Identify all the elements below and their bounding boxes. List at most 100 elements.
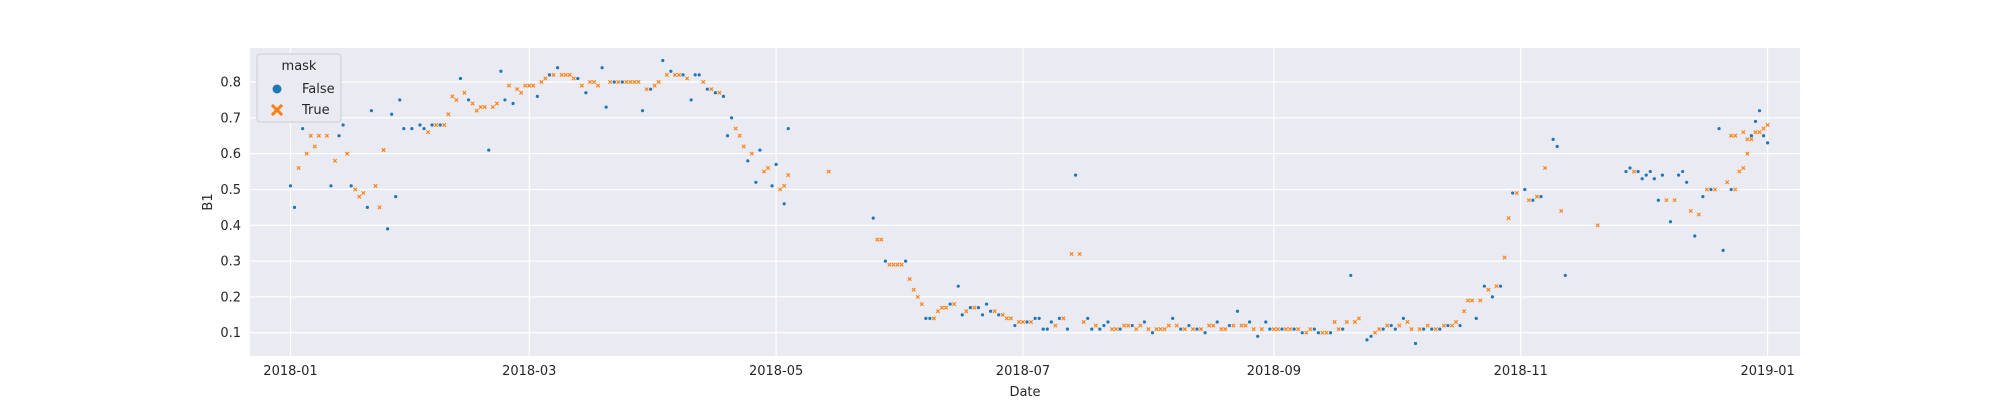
data-point-true	[1259, 327, 1264, 332]
data-point-true	[1765, 122, 1770, 128]
data-point-true	[1631, 169, 1637, 174]
data-point-false	[288, 184, 293, 188]
data-point-true	[1020, 319, 1026, 325]
data-point-true	[450, 94, 455, 99]
data-point-false	[1381, 327, 1385, 331]
data-point-true	[1146, 327, 1151, 332]
y-tick-label: 0.5	[220, 183, 241, 198]
data-point-false	[487, 148, 491, 152]
legend: mask False True	[256, 53, 342, 123]
data-point-false	[1757, 109, 1762, 113]
data-point-false	[1749, 134, 1754, 138]
data-point-true	[943, 305, 949, 310]
data-point-true	[972, 305, 977, 310]
data-point-true	[312, 144, 317, 149]
data-point-true	[1441, 323, 1446, 328]
data-point-true	[1397, 323, 1402, 328]
data-point-true	[1486, 287, 1491, 292]
data-point-false	[499, 69, 503, 73]
data-point-false	[774, 162, 778, 166]
data-point-true	[559, 72, 564, 77]
data-point-false	[1033, 316, 1037, 320]
data-point-false	[600, 66, 604, 70]
data-point-true	[895, 262, 900, 267]
data-point-true	[1093, 323, 1098, 328]
data-point-false	[713, 91, 718, 95]
data-point-false	[1430, 327, 1434, 331]
data-point-true	[1733, 187, 1738, 192]
data-point-true	[1182, 327, 1187, 332]
legend-label-false: False	[302, 82, 335, 97]
y-tick-label: 0.3	[220, 255, 241, 270]
data-point-true	[482, 105, 487, 110]
data-point-false	[1227, 323, 1231, 328]
data-point-true	[628, 79, 633, 85]
data-point-true	[1741, 130, 1746, 135]
data-point-true	[624, 79, 629, 85]
data-point-true	[1514, 190, 1519, 196]
data-point-true	[1016, 319, 1022, 325]
data-point-true	[1324, 330, 1329, 335]
y-tick-label: 0.4	[220, 219, 241, 234]
data-point-false	[1656, 198, 1660, 202]
data-point-false	[1753, 119, 1758, 124]
data-point-true	[308, 133, 313, 138]
data-point-true	[1405, 319, 1410, 325]
data-point-true	[357, 194, 362, 199]
data-point-true	[1243, 323, 1248, 328]
data-point-true	[1425, 323, 1430, 328]
data-point-true	[1061, 316, 1066, 321]
data-point-true	[579, 83, 584, 88]
data-point-true	[523, 83, 528, 88]
x-tick-label: 2018-09	[1247, 364, 1301, 379]
x-tick-labels: 2018-01 2018-03 2018-05 2018-07 2018-09 2018-…	[263, 364, 1794, 379]
data-point-false	[705, 87, 709, 91]
data-point-true	[1712, 187, 1718, 192]
data-point-true	[1377, 327, 1382, 332]
data-point-true	[899, 262, 904, 267]
data-point-false	[349, 184, 353, 188]
data-point-true	[1069, 251, 1074, 257]
data-point-false	[329, 184, 333, 188]
data-point-false	[980, 313, 985, 317]
data-point-false	[746, 159, 750, 163]
data-point-true	[531, 83, 536, 88]
y-tick-label: 0.7	[220, 111, 241, 126]
data-point-false	[1090, 327, 1094, 331]
data-point-false	[394, 195, 398, 199]
data-point-false	[1098, 327, 1102, 331]
data-point-true	[1320, 330, 1325, 335]
data-point-false	[398, 98, 402, 102]
data-point-false	[960, 313, 964, 317]
data-point-false	[1563, 273, 1567, 278]
data-point-false	[968, 306, 972, 310]
data-point-false	[402, 126, 406, 131]
data-point-true	[684, 76, 690, 81]
data-point-true	[1352, 319, 1357, 325]
data-point-false	[1365, 338, 1369, 342]
data-point-false	[661, 58, 665, 63]
data-point-false	[871, 216, 875, 220]
data-point-true	[304, 151, 309, 156]
data-point-true	[591, 79, 597, 85]
grid-lines	[250, 48, 1800, 356]
data-point-true	[1704, 187, 1710, 192]
data-point-true	[1672, 198, 1677, 203]
data-point-true	[434, 122, 439, 128]
data-point-true	[1506, 216, 1511, 221]
x-axis-title: Date	[1009, 385, 1040, 400]
data-point-false	[689, 98, 693, 102]
data-point-true	[935, 309, 941, 314]
data-point-false	[1025, 320, 1029, 324]
data-point-true	[470, 101, 475, 106]
data-point-true	[1449, 323, 1455, 328]
data-point-false	[1264, 320, 1268, 324]
data-point-true	[1004, 316, 1009, 321]
data-point-true	[1219, 327, 1224, 332]
y-tick-label: 0.2	[220, 290, 241, 305]
data-point-false	[1389, 323, 1393, 328]
x-tick-label: 2018-11	[1494, 364, 1548, 379]
data-point-false	[1555, 144, 1559, 149]
data-point-true	[446, 112, 451, 117]
